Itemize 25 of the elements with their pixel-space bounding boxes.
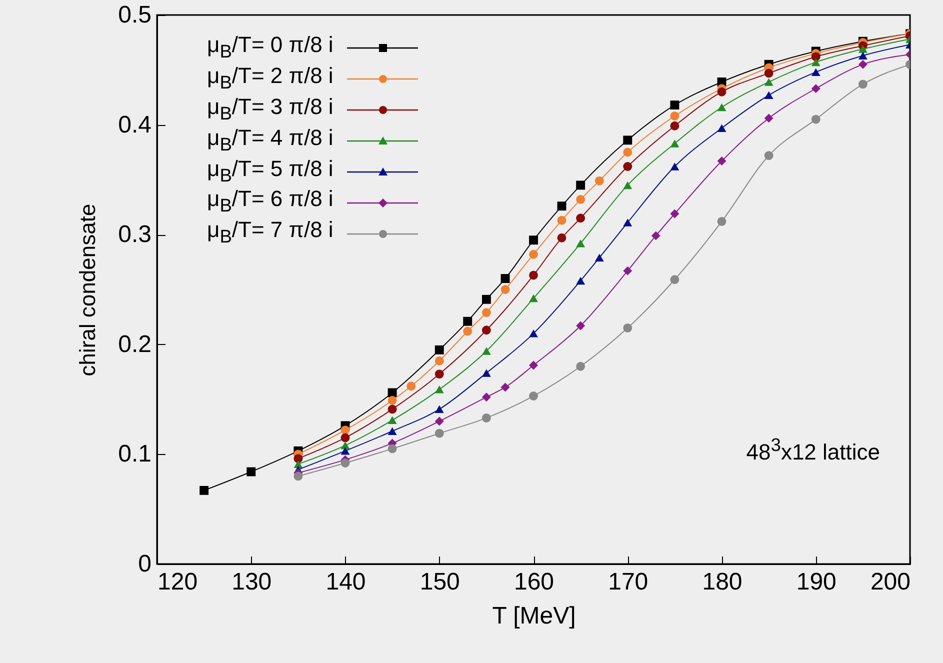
legend-label: μ$_{B}$/T= 6 π/8 i: [207, 186, 334, 218]
y-tick-label: 0.5: [118, 2, 152, 28]
x-tick-label: 190: [796, 568, 836, 596]
y-tick-label: 0: [138, 550, 152, 578]
legend-label: μ$_{B}$/T= 3 π/8 i: [207, 94, 334, 126]
x-tick-label: 180: [702, 568, 742, 596]
legend-label: μ$_{B}$/T= 2 π/8 i: [207, 62, 334, 94]
y-tick-label: 0.2: [118, 330, 152, 358]
y-axis-title: chiral condensate: [75, 204, 100, 376]
legend-label: μ$_{B}$/T= 0 π/8 i: [207, 32, 334, 64]
y-tick-label: 0.3: [118, 221, 152, 248]
y-tick-label: 0.1: [118, 440, 152, 468]
x-tick-label: 140: [326, 568, 366, 596]
legend-label: μ$_{B}$/T= 7 π/8 i: [207, 217, 334, 249]
annotation: 48$^{3}$x12 lattice: [746, 434, 880, 466]
x-tick-label: 170: [608, 568, 648, 596]
legend-label: μ$_{B}$/T= 4 π/8 i: [207, 124, 334, 156]
x-tick-label: 120: [158, 568, 198, 596]
y-tick-label: 0.4: [118, 111, 152, 138]
x-tick-label: 150: [420, 568, 460, 596]
x-axis-title: T [MeV]: [492, 602, 576, 630]
x-tick-label: 200: [870, 568, 910, 596]
legend-label: μ$_{B}$/T= 5 π/8 i: [207, 156, 334, 187]
x-tick-label: 160: [514, 568, 554, 596]
x-tick-label: 130: [232, 568, 272, 596]
